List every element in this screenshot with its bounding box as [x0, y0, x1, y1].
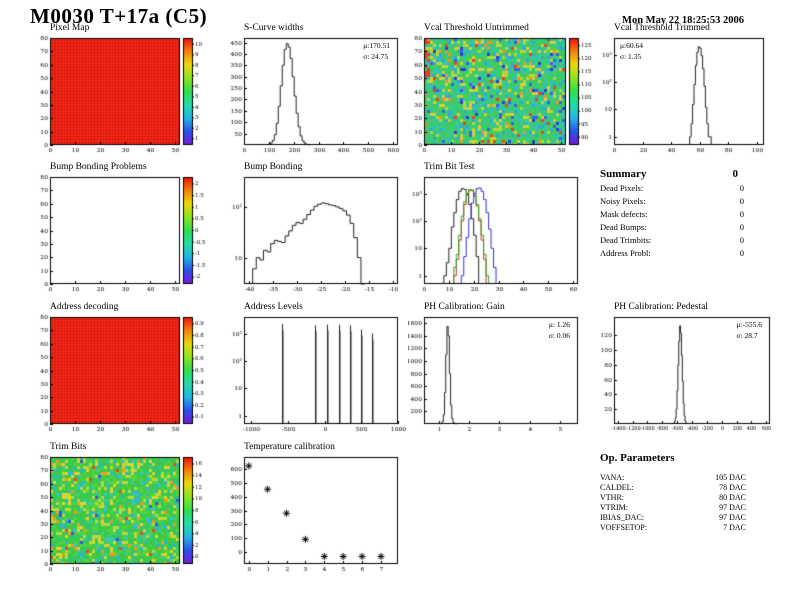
page-title: M0030 T+17a (C5) — [30, 4, 208, 28]
trim-bit-test-plot — [408, 174, 586, 295]
vcal-untrimmed-plot — [408, 35, 594, 156]
op-parameter-label: VTHR: — [600, 493, 624, 502]
summary-row: Address Probl: 0 — [600, 248, 772, 261]
bump-bonding-problems-title: Bump Bonding Problems — [50, 162, 147, 172]
op-parameter-value: 105 DAC — [715, 473, 746, 482]
summary-row: Dead Bumps: 0 — [600, 222, 772, 235]
op-parameter-row: VTRIM: 97 DAC — [600, 503, 772, 513]
mu-value: μ:170.51 — [363, 41, 390, 50]
summary-row: Dead Trimbits: 0 — [600, 235, 772, 248]
op-parameter-value: 7 DAC — [723, 523, 746, 532]
summary-value: 0 — [739, 235, 744, 245]
vcal-trimmed-plot — [598, 35, 772, 156]
mu-value: μ:60.64 — [620, 41, 643, 50]
ph-pedestal-title: PH Calibration: Pedestal — [614, 302, 708, 312]
summary-heading-value: 0 — [732, 168, 739, 180]
summary-heading: Summary — [600, 168, 647, 180]
summary-label: Dead Trimbits: — [600, 235, 652, 245]
op-parameter-row: VANA: 105 DAC — [600, 473, 772, 483]
op-parameter-value: 78 DAC — [719, 483, 746, 492]
summary-value: 0 — [739, 222, 744, 232]
panel-ph-gain: PH Calibration: Gain μ: 1.26 σ: 0.06 — [408, 302, 586, 435]
sigma-value: σ: 0.06 — [548, 331, 570, 341]
bump-bonding-problems-plot — [34, 174, 208, 295]
panel-address-decoding: Address decoding — [34, 302, 208, 435]
summary-label: Mask defects: — [600, 209, 648, 219]
op-parameter-value: 97 DAC — [719, 513, 746, 522]
summary-row: Mask defects: 0 — [600, 209, 772, 222]
vcal-trimmed-title: Vcal Threshold Trimmed — [614, 23, 710, 33]
panel-temperature-calibration: Temperature calibration — [228, 442, 406, 575]
scurve-widths-plot — [228, 35, 406, 156]
sigma-value: σ: 28.7 — [736, 331, 758, 341]
op-parameter-row: VTHR: 80 DAC — [600, 493, 772, 503]
summary-label: Dead Bumps: — [600, 222, 647, 232]
address-levels-plot — [228, 314, 406, 435]
pixel-map-plot — [34, 35, 208, 156]
ph-gain-title: PH Calibration: Gain — [424, 302, 505, 312]
sigma-value: σ: 24.75 — [363, 52, 389, 62]
summary-value: 0 — [739, 183, 744, 193]
summary-value: 0 — [739, 196, 744, 206]
op-parameter-value: 97 DAC — [719, 503, 746, 512]
summary-panel: Summary 0 Dead Pixels: 0 Noisy Pixels: 0… — [600, 168, 772, 261]
op-parameter-label: IBIAS_DAC: — [600, 513, 645, 522]
temperature-calibration-plot — [228, 454, 406, 575]
vcal-trimmed-stats-box: μ:60.64 σ: 1.35 — [620, 40, 643, 63]
vcal-untrimmed-title: Vcal Threshold Untrimmed — [424, 23, 529, 33]
temperature-calibration-title: Temperature calibration — [244, 442, 335, 452]
trim-bits-title: Trim Bits — [50, 442, 87, 452]
op-parameters-heading: Op. Parameters — [600, 452, 675, 464]
mu-value: μ: 1.26 — [548, 320, 570, 329]
panel-bump-bonding-problems: Bump Bonding Problems — [34, 162, 208, 295]
panel-vcal-untrimmed: Vcal Threshold Untrimmed — [408, 23, 594, 156]
address-decoding-plot — [34, 314, 208, 435]
scurve-widths-title: S-Curve widths — [244, 23, 304, 33]
trim-bits-plot — [34, 454, 208, 575]
panel-scurve-widths: S-Curve widths μ:170.51 σ: 24.75 — [228, 23, 406, 156]
panel-bump-bonding: Bump Bonding — [228, 162, 406, 295]
timestamp: Mon May 22 18:25:53 2006 — [622, 15, 744, 26]
ph-pedestal-stats-box: μ:-555.6 σ: 28.7 — [737, 319, 762, 342]
sigma-value: σ: 1.35 — [620, 52, 642, 62]
op-parameter-row: IBIAS_DAC: 97 DAC — [600, 513, 772, 523]
panel-trim-bit-test: Trim Bit Test — [408, 162, 586, 295]
summary-label: Dead Pixels: — [600, 183, 644, 193]
panel-address-levels: Address Levels — [228, 302, 406, 435]
summary-row: Dead Pixels: 0 — [600, 183, 772, 196]
ph-gain-stats-box: μ: 1.26 σ: 0.06 — [549, 319, 570, 342]
op-parameter-label: CALDEL: — [600, 483, 634, 492]
summary-label: Address Probl: — [600, 248, 651, 258]
pixel-map-title: Pixel Map — [50, 23, 90, 33]
panel-vcal-trimmed: Vcal Threshold Trimmed μ:60.64 σ: 1.35 — [598, 23, 772, 156]
op-parameter-label: VANA: — [600, 473, 625, 482]
panel-pixel-map: Pixel Map — [34, 23, 208, 156]
mu-value: μ:-555.6 — [736, 320, 762, 329]
summary-row: Noisy Pixels: 0 — [600, 196, 772, 209]
trim-bit-test-title: Trim Bit Test — [424, 162, 475, 172]
summary-value: 0 — [739, 209, 744, 219]
bump-bonding-plot — [228, 174, 406, 295]
scurve-stats-box: μ:170.51 σ: 24.75 — [363, 40, 390, 63]
op-parameter-label: VTRIM: — [600, 503, 628, 512]
address-levels-title: Address Levels — [244, 302, 303, 312]
summary-value: 0 — [739, 248, 744, 258]
panel-ph-pedestal: PH Calibration: Pedestal μ:-555.6 σ: 28.… — [598, 302, 778, 435]
op-parameter-row: VOFFSETOP: 7 DAC — [600, 523, 772, 533]
op-parameters-panel: Op. Parameters VANA: 105 DAC CALDEL: 78 … — [600, 452, 772, 533]
ph-gain-plot — [408, 314, 586, 435]
panel-trim-bits: Trim Bits — [34, 442, 208, 575]
op-parameter-value: 80 DAC — [719, 493, 746, 502]
address-decoding-title: Address decoding — [50, 302, 119, 312]
summary-label: Noisy Pixels: — [600, 196, 646, 206]
op-parameter-label: VOFFSETOP: — [600, 523, 647, 532]
ph-pedestal-plot — [598, 314, 778, 435]
op-parameter-row: CALDEL: 78 DAC — [600, 483, 772, 493]
bump-bonding-title: Bump Bonding — [244, 162, 303, 172]
